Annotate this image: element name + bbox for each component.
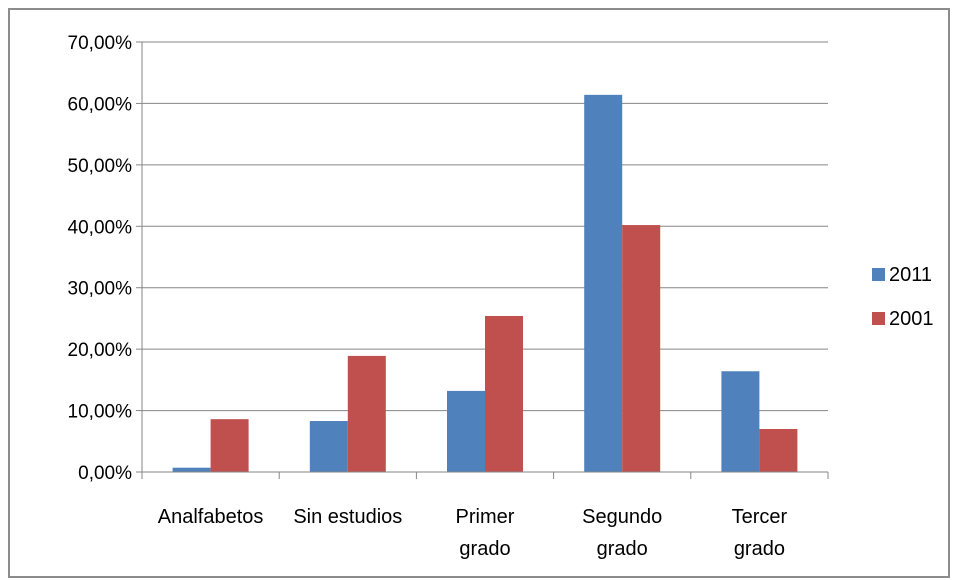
bar-2011-1: [309, 421, 348, 472]
legend-label: 2011: [889, 264, 932, 286]
bar-2011-2: [447, 390, 485, 472]
y-axis-tick-labels: 0,00% 10,00% 20,00% 30,00% 40,00% 50,00% 60,00…: [68, 33, 133, 484]
y-tick-label: 40,00%: [68, 217, 133, 238]
bar-2001-3: [622, 225, 661, 472]
y-tick-label: 20,00%: [68, 340, 133, 361]
legend: 2011 2001: [872, 264, 934, 330]
legend-swatch-2011: [872, 268, 885, 281]
x-category-label: Sin estudios: [293, 506, 402, 528]
x-category-label-line: Segundo: [582, 506, 662, 528]
bar-2011-3: [584, 94, 623, 472]
x-category-label-line: Sin estudios: [293, 506, 402, 528]
axes: [136, 41, 829, 479]
bar-2011-4: [721, 371, 760, 472]
x-category-label: Tercer grado: [732, 506, 788, 560]
x-category-label-line: Analfabetos: [158, 506, 264, 528]
legend-label: 2001: [889, 308, 934, 330]
bar-2001-1: [347, 355, 386, 472]
x-category-label: Segundo grado: [582, 506, 662, 560]
bar-2011-0: [172, 467, 211, 472]
y-tick-label: 60,00%: [68, 94, 133, 115]
gridlines: [142, 41, 828, 412]
x-category-label-line: grado: [597, 538, 648, 560]
y-tick-label: 0,00%: [78, 463, 132, 484]
bar-2001-0: [210, 419, 249, 472]
x-category-label: Primer grado: [456, 506, 515, 560]
bar-2001-2: [485, 315, 523, 472]
x-category-label-line: Primer: [456, 506, 515, 528]
x-category-label: Analfabetos: [158, 506, 264, 528]
bars: [172, 94, 798, 472]
x-category-label-line: Tercer: [732, 506, 788, 528]
y-tick-label: 10,00%: [68, 402, 133, 423]
x-category-label-line: grado: [459, 538, 510, 560]
legend-swatch-2001: [872, 312, 885, 325]
x-axis-category-labels: Analfabetos Sin estudios Primer gradoSegund…: [158, 506, 788, 560]
y-tick-label: 70,00%: [68, 33, 133, 54]
bar-2001-4: [759, 429, 798, 472]
y-tick-label: 50,00%: [68, 156, 133, 177]
y-tick-label: 30,00%: [68, 279, 133, 300]
x-category-label-line: grado: [734, 538, 785, 560]
